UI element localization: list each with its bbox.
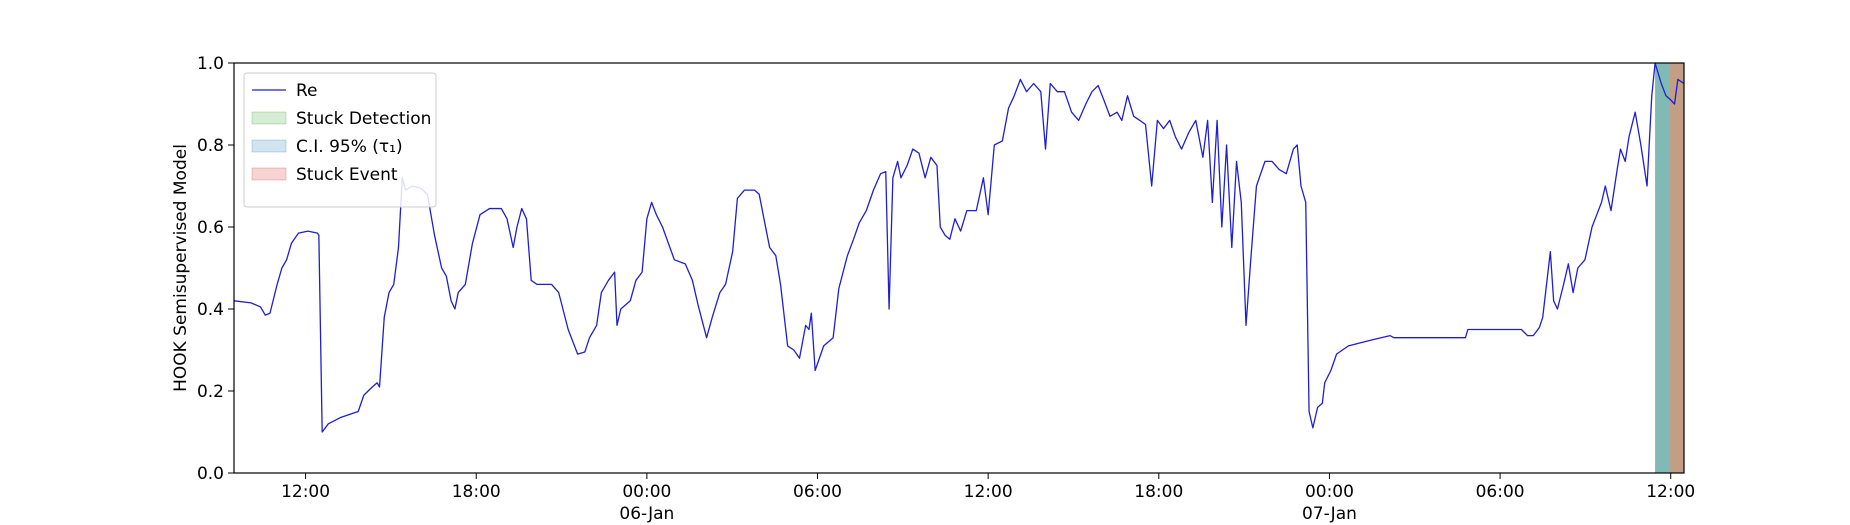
x-tick-label: 12:00 (1646, 482, 1695, 502)
legend-swatch (251, 139, 287, 153)
data-line (233, 62, 1685, 433)
plot-frame (233, 62, 1685, 474)
y-tick-label: 0.6 (197, 218, 224, 238)
x-tick-label: 06:00 (793, 482, 842, 502)
legend-label: C.I. 95% (τ₁) (296, 137, 403, 157)
x-tick-label: 18:00 (452, 482, 501, 502)
y-tick-label: 1.0 (197, 54, 224, 74)
x-tick-label: 12:00 (281, 482, 330, 502)
span-region (1655, 63, 1684, 473)
y-axis-label: HOOK Semisupervised Model (171, 144, 191, 392)
legend-label: Stuck Event (296, 165, 398, 185)
span-region (1669, 63, 1684, 473)
legend: Re Stuck Detection C.I. 95% (τ₁) Stuck Even… (243, 72, 437, 208)
y-tick-label: 0.8 (197, 136, 224, 156)
span-region (1655, 63, 1670, 473)
x-tick-label: 00:00 07-Jan (1302, 482, 1357, 524)
legend-swatch (251, 111, 287, 125)
y-tick-label: 0.4 (197, 300, 224, 320)
y-tick-label: 0.2 (197, 382, 224, 402)
x-tick-label: 18:00 (1134, 482, 1183, 502)
x-tick-label: 06:00 (1476, 482, 1525, 502)
legend-swatch (251, 167, 287, 181)
legend-label: Stuck Detection (296, 109, 431, 129)
y-tick-label: 0.0 (197, 464, 224, 484)
x-tick-label: 12:00 (964, 482, 1013, 502)
legend-box (243, 72, 437, 208)
legend-label: Re (296, 81, 318, 101)
